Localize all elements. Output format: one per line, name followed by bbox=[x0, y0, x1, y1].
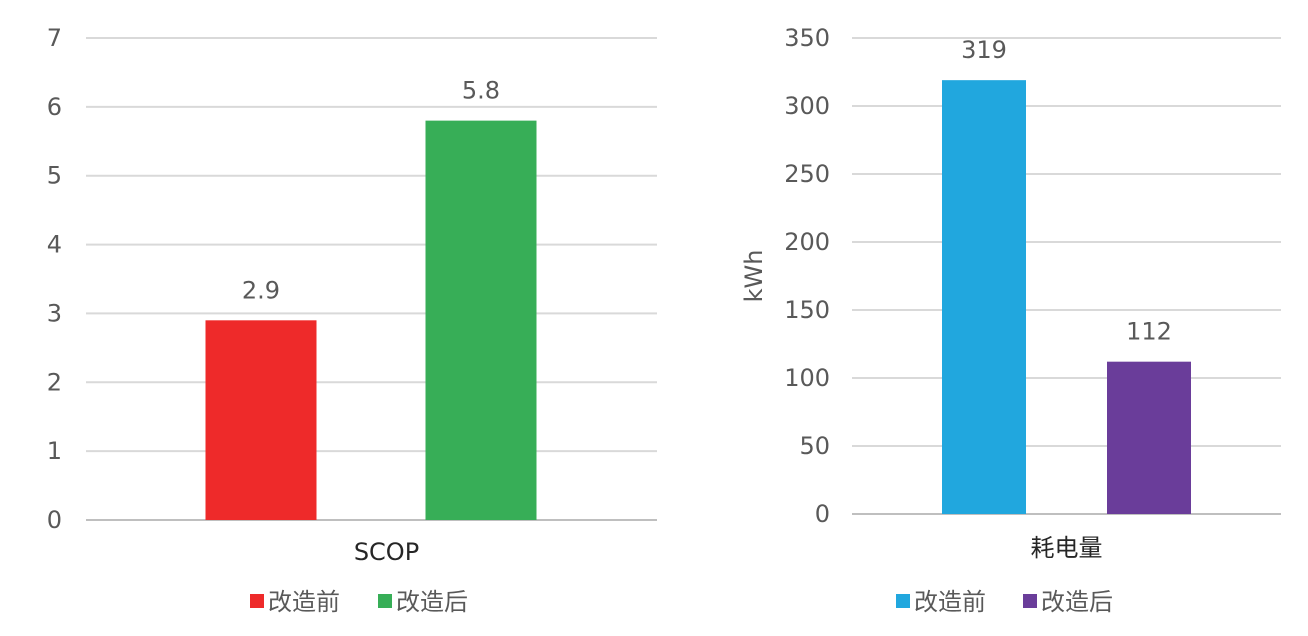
category-label: 耗电量 bbox=[1031, 534, 1103, 562]
y-tick-label: 250 bbox=[784, 160, 830, 188]
y-tick-label: 100 bbox=[784, 364, 830, 392]
y-tick-label: 150 bbox=[784, 296, 830, 324]
legend: 改造前 改造后 bbox=[250, 588, 468, 616]
y-tick-label: 350 bbox=[784, 24, 830, 52]
legend-swatch bbox=[1023, 594, 1037, 608]
y-tick-label: 6 bbox=[47, 93, 62, 121]
data-label: 112 bbox=[1126, 318, 1172, 346]
category-label: SCOP bbox=[354, 538, 419, 566]
data-label: 5.8 bbox=[462, 77, 500, 105]
y-tick-label: 200 bbox=[784, 228, 830, 256]
data-label: 319 bbox=[961, 36, 1007, 64]
chart-1: 0 1 2 3 4 5 6 7 2.9 5.8 SCOP 改造前 改造后 bbox=[47, 24, 657, 616]
y-tick-label: 5 bbox=[47, 162, 62, 190]
legend-label: 改造前 bbox=[268, 588, 340, 616]
bar-1 bbox=[205, 320, 317, 520]
bar-1 bbox=[942, 80, 1026, 514]
y-tick-label: 300 bbox=[784, 92, 830, 120]
legend-label: 改造后 bbox=[396, 588, 468, 616]
bar-2 bbox=[425, 120, 537, 520]
y-tick-label: 7 bbox=[47, 24, 62, 52]
legend-label: 改造后 bbox=[1041, 588, 1113, 616]
y-tick-label: 1 bbox=[47, 437, 62, 465]
y-tick-label: 50 bbox=[799, 432, 830, 460]
legend-label: 改造前 bbox=[914, 588, 986, 616]
y-axis-title: kWh bbox=[740, 250, 768, 303]
y-tick-label: 0 bbox=[47, 506, 62, 534]
y-tick-label: 3 bbox=[47, 299, 62, 327]
data-label: 2.9 bbox=[242, 276, 280, 304]
chart-2: 0 50 100 150 200 250 300 350 319 112 耗电量 kWh 改造前 改造后 bbox=[740, 24, 1281, 616]
legend: 改造前 改造后 bbox=[896, 588, 1113, 616]
legend-swatch bbox=[250, 594, 264, 608]
y-tick-label: 2 bbox=[47, 368, 62, 396]
legend-swatch bbox=[896, 594, 910, 608]
y-tick-label: 0 bbox=[815, 500, 830, 528]
bar-2 bbox=[1107, 361, 1191, 514]
y-tick-label: 4 bbox=[47, 231, 62, 259]
legend-swatch bbox=[378, 594, 392, 608]
